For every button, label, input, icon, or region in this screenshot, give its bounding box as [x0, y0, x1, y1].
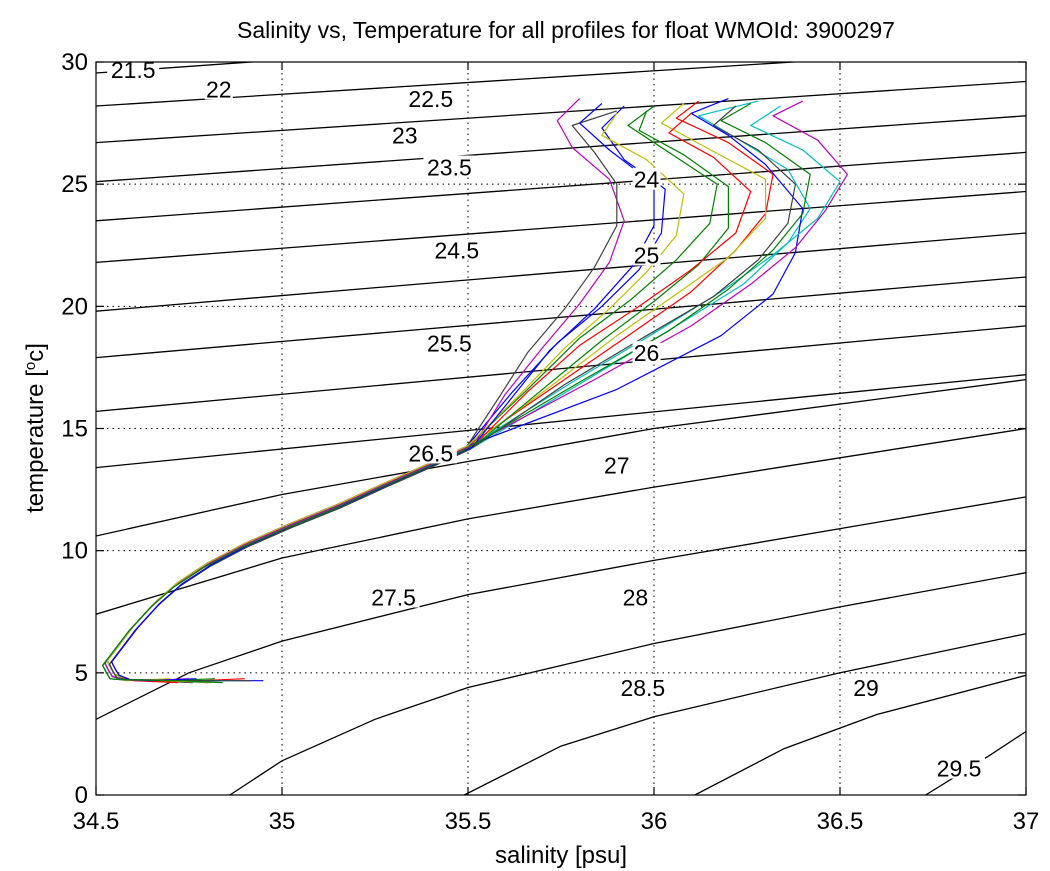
contour-label-bg — [616, 675, 669, 698]
contour-label-bg — [632, 341, 661, 364]
profile-lines — [102, 98, 849, 684]
x-tick-label: 36.5 — [817, 808, 864, 835]
contour-label-bg — [933, 756, 986, 779]
density-contour-line — [96, 62, 260, 74]
y-tick-label: 15 — [61, 416, 88, 443]
x-axis: 34.5 35 35.5 36 36.5 37 — [73, 62, 1040, 835]
density-contour-line — [96, 232, 1026, 312]
density-contour-line — [96, 190, 1026, 264]
x-tick-label: 36 — [641, 808, 668, 835]
x-tick-label: 35.5 — [445, 808, 492, 835]
contour-label: 29.5 — [937, 756, 982, 782]
density-contour-line — [96, 276, 1026, 359]
x-tick-label: 35 — [269, 808, 296, 835]
y-tick-label: 20 — [61, 293, 88, 320]
contour-label-bg — [404, 441, 457, 464]
contour-label: 27 — [604, 453, 630, 479]
contour-label: 26.5 — [408, 440, 453, 466]
density-contour-line — [96, 62, 804, 107]
profile-line — [104, 100, 849, 682]
density-contour-line — [694, 674, 1026, 795]
contour-label-bg — [367, 585, 420, 608]
profile-line — [108, 105, 797, 682]
contour-label: 22.5 — [408, 86, 453, 112]
density-contour-line — [96, 115, 1026, 183]
contour-labels: 21.5 22 22.5 23 23.5 24 24.5 25 25.5 26 26.5 27 27.5… — [107, 57, 986, 782]
density-contour-line — [925, 730, 1026, 795]
y-axis-label-main: temperature [ — [22, 370, 49, 513]
y-axis-label-superscript: o — [22, 362, 39, 370]
contour-label-bg — [390, 123, 419, 146]
density-contours — [96, 62, 1026, 795]
density-contour-line — [96, 325, 1026, 413]
contour-label: 25 — [634, 242, 660, 268]
x-tick-label: 34.5 — [73, 808, 120, 835]
contour-label: 23 — [392, 123, 418, 149]
contour-label: 29 — [853, 675, 879, 701]
contour-label: 23.5 — [427, 155, 472, 181]
contour-label: 24 — [634, 167, 660, 193]
density-contour-line — [96, 151, 1026, 222]
x-tick-label: 37 — [1013, 808, 1040, 835]
contour-label-bg — [423, 331, 476, 354]
contour-label: 28.5 — [620, 675, 665, 701]
y-axis: 0 5 10 15 20 25 30 — [61, 49, 1026, 809]
chart-title: Salinity vs, Temperature for all profile… — [237, 17, 895, 43]
contour-label-bg — [404, 87, 457, 110]
contour-label-bg — [621, 585, 650, 608]
contour-label-bg — [632, 243, 661, 266]
density-contour-line — [229, 572, 1026, 795]
x-axis-label: salinity [psu] — [495, 842, 627, 869]
y-tick-label: 30 — [61, 49, 88, 76]
y-axis-label: temperature [oc] — [22, 343, 50, 513]
contour-label: 21.5 — [111, 57, 156, 83]
contour-label: 28 — [623, 585, 649, 611]
contour-label-bg — [107, 57, 160, 80]
contour-label-bg — [632, 167, 661, 190]
contour-label-bg — [430, 238, 483, 261]
density-contour-line — [96, 80, 1026, 144]
density-contour-line — [96, 427, 1026, 615]
contour-label-bg — [852, 675, 881, 698]
y-tick-label: 5 — [75, 660, 88, 687]
contour-label: 22 — [206, 76, 232, 102]
contour-label: 24.5 — [434, 238, 479, 264]
y-tick-label: 0 — [75, 782, 88, 809]
contour-label-bg — [204, 77, 233, 100]
y-axis-label-end: c] — [22, 343, 49, 362]
density-contour-line — [96, 378, 1026, 537]
profile-line — [102, 102, 811, 684]
contour-label: 26 — [634, 340, 660, 366]
y-tick-label: 25 — [61, 171, 88, 198]
contour-label-bg — [602, 453, 631, 476]
density-contour-line — [96, 374, 1026, 469]
density-contour-line — [464, 633, 1026, 795]
y-tick-label: 10 — [61, 538, 88, 565]
contour-label-bg — [423, 155, 476, 178]
contour-label: 27.5 — [371, 585, 416, 611]
contour-label: 25.5 — [427, 330, 472, 356]
